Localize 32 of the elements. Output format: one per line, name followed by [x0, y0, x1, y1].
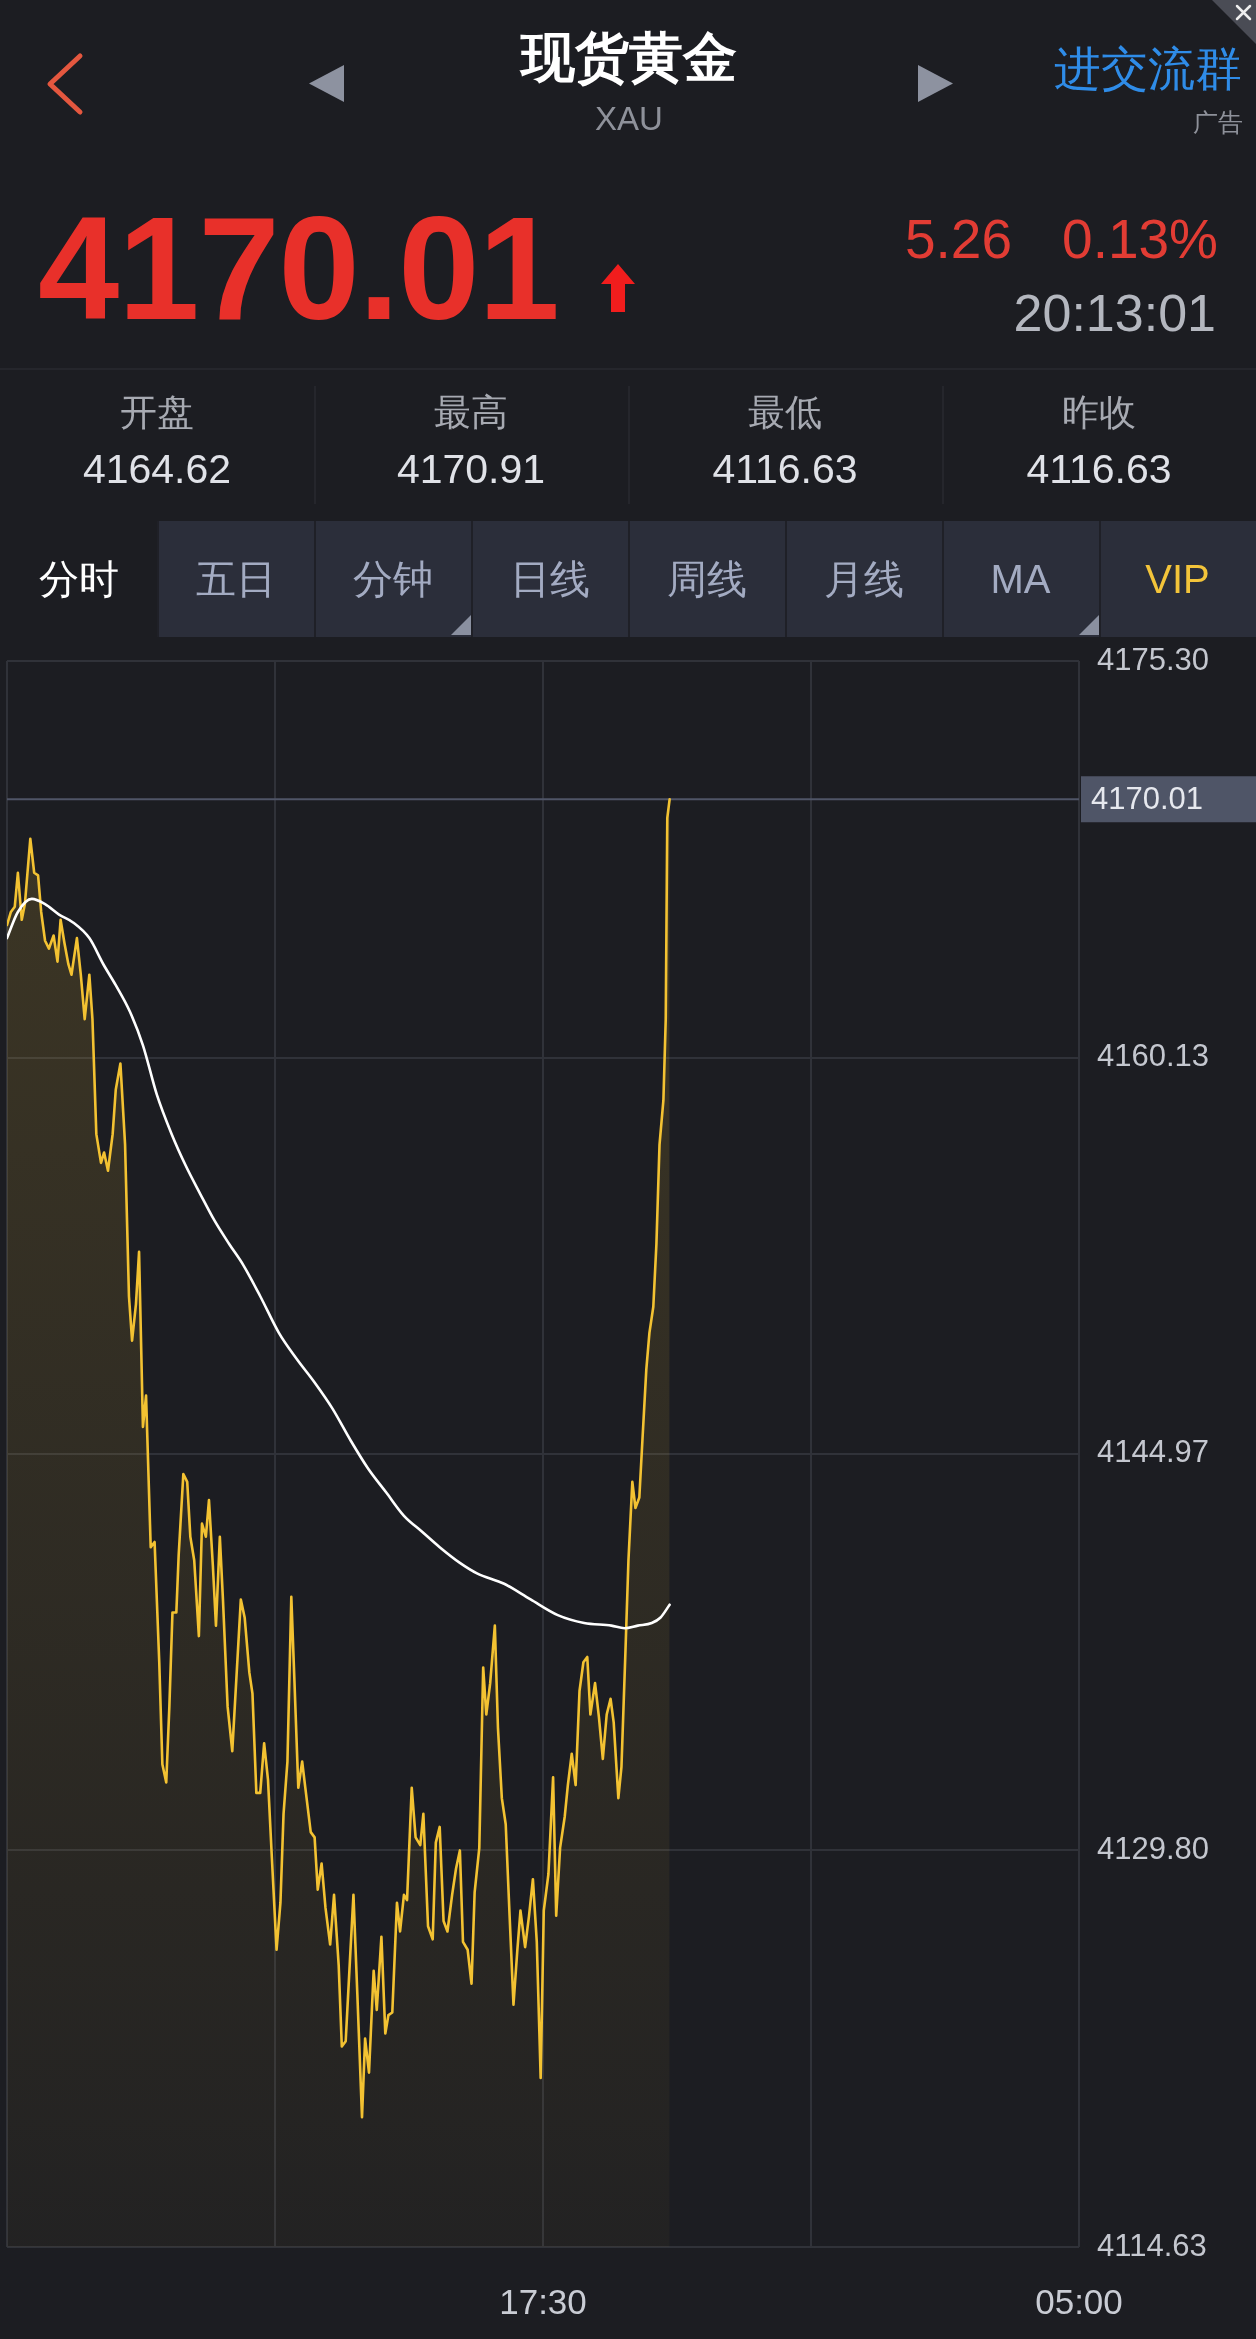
text: 最高 — [434, 392, 508, 435]
chart-subtitle: XAU — [595, 100, 663, 138]
text: 分钟 — [352, 556, 433, 602]
text: 月线 — [823, 556, 904, 602]
text: 昨收 — [1062, 392, 1136, 435]
text: 5.26 — [904, 208, 1012, 272]
text: 周线 — [666, 556, 747, 602]
text: 日线 — [509, 556, 590, 602]
chart-title: 现货黄金 — [521, 26, 737, 89]
text: 广告 — [1193, 108, 1243, 137]
text: 五日 — [195, 556, 276, 602]
text: 4164.62 — [82, 446, 232, 494]
text: 最低 — [748, 392, 822, 435]
text: 4116.63 — [712, 446, 858, 494]
text: 进交流群 — [1054, 42, 1242, 97]
text: 分时 — [38, 556, 119, 602]
x-tick-label: 05:00 — [1035, 2281, 1123, 2321]
y-tick-label: 4114.63 — [1097, 2227, 1207, 2263]
y-tick-label: 4160.13 — [1097, 1038, 1210, 1074]
y-tick-label: 4144.97 — [1097, 1434, 1210, 1470]
text: 4170.91 — [396, 446, 546, 494]
text: 0.13% — [1062, 208, 1218, 272]
text: 开盘 — [120, 392, 194, 435]
y-tick-label: 4175.30 — [1097, 641, 1210, 677]
text: 4170.01 — [38, 186, 559, 352]
y-tick-label: 4129.80 — [1097, 1830, 1210, 1866]
text: VIP — [1145, 556, 1210, 602]
x-tick-label: 17:30 — [499, 2281, 587, 2321]
text: 20:13:01 — [1013, 284, 1216, 344]
text: 4116.63 — [1026, 446, 1172, 494]
text: MA — [990, 556, 1051, 602]
ref-line-label: 4170.01 — [1091, 780, 1204, 816]
